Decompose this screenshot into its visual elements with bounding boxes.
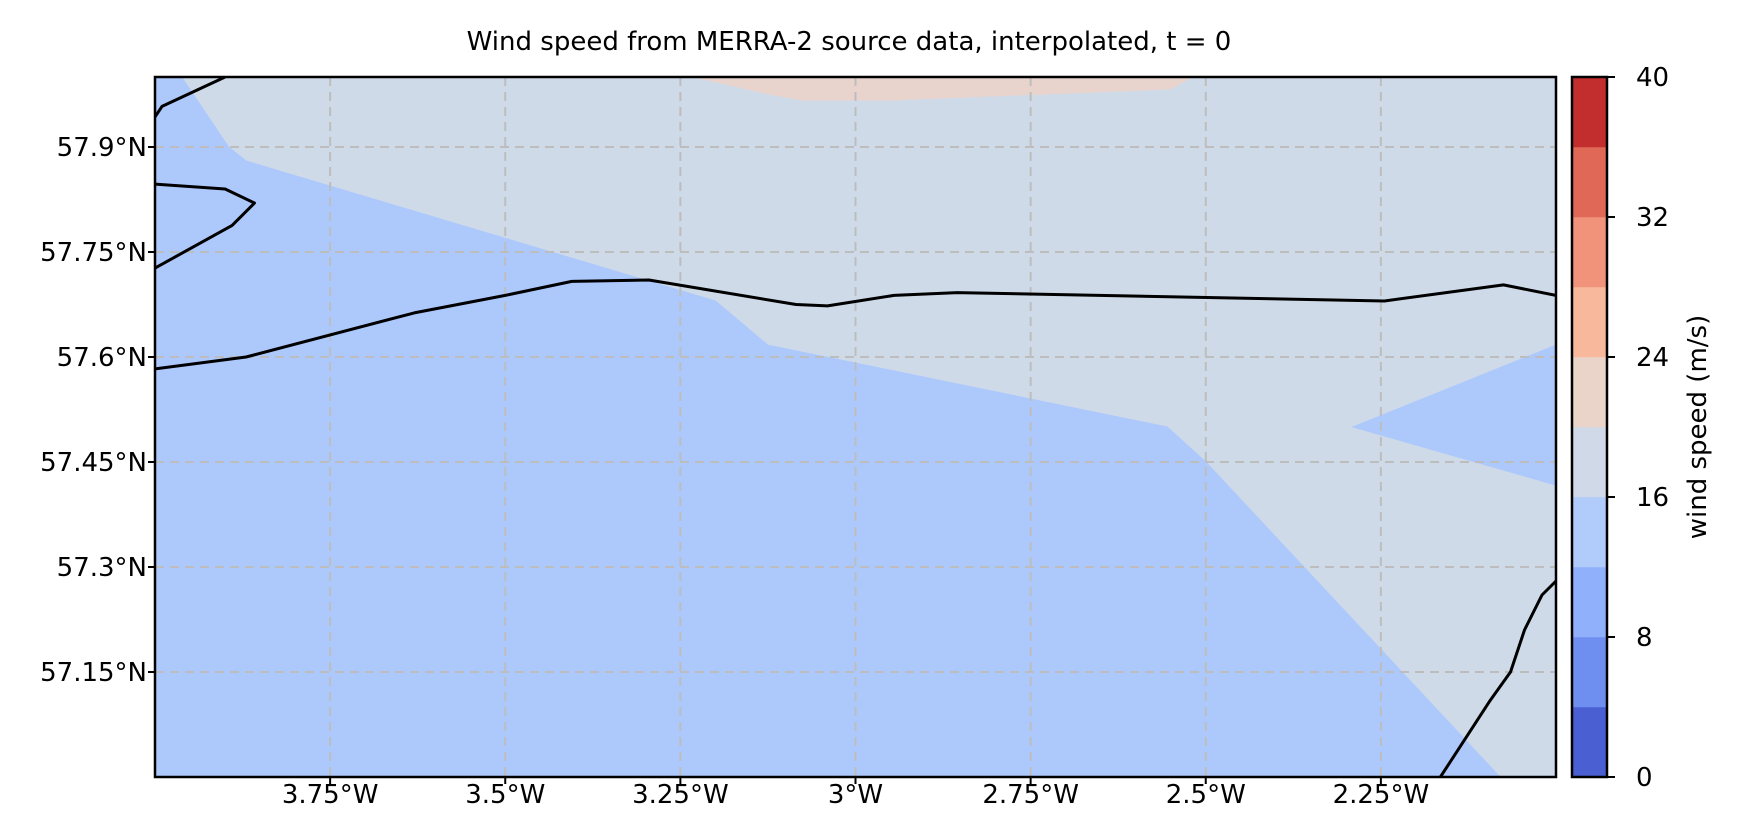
colorbar-tick-label-2: 16 — [1636, 483, 1669, 513]
grid-lines — [155, 77, 1556, 777]
y-tick-label-3: 57.6°N — [57, 343, 147, 373]
colorbar-tick-label-5: 40 — [1636, 63, 1669, 93]
colorbar-tick-label-3: 24 — [1636, 343, 1669, 373]
colorbar-tick-label-1: 8 — [1636, 623, 1653, 653]
y-tick-label-5: 57.9°N — [57, 133, 147, 163]
colorbar-band-2 — [1571, 566, 1608, 638]
y-tick-label-4: 57.75°N — [40, 238, 147, 268]
colorbar-band-3 — [1571, 496, 1608, 568]
coastlines — [155, 77, 1556, 777]
coastline-2 — [155, 77, 226, 118]
y-tick-label-2: 57.45°N — [40, 448, 147, 478]
chart-title: Wind speed from MERRA-2 source data, int… — [467, 27, 1232, 57]
colorbar-band-1 — [1571, 636, 1608, 708]
y-tick-label-1: 57.3°N — [57, 553, 147, 583]
x-tick-label-3: 3°W — [828, 780, 883, 810]
x-tick-label-4: 2.75°W — [982, 780, 1079, 810]
colorbar-band-7 — [1571, 216, 1608, 288]
map-plot-area — [155, 77, 1556, 777]
colorbar-band-6 — [1571, 286, 1608, 358]
x-tick-label-0: 3.75°W — [282, 780, 379, 810]
wind-region-2 — [694, 77, 1193, 101]
x-tick-label-1: 3.5°W — [465, 780, 545, 810]
coastline-0 — [155, 278, 1556, 371]
colorbar-band-8 — [1571, 146, 1608, 218]
x-axis-ticks: 3.75°W 3.5°W 3.25°W 3°W 2.75°W 2.5°W 2.25°W — [282, 777, 1429, 810]
x-tick-label-2: 3.25°W — [632, 780, 729, 810]
colorbar-band-5 — [1571, 356, 1608, 428]
x-tick-label-6: 2.25°W — [1333, 780, 1430, 810]
colorbar — [1570, 75, 1609, 779]
colorbar-band-0 — [1571, 706, 1608, 778]
coastline-3 — [1439, 579, 1556, 777]
colorbar-band-4 — [1571, 426, 1608, 498]
wind-region-1 — [1351, 344, 1556, 486]
colorbar-band-9 — [1571, 76, 1608, 148]
colorbar-tick-label-0: 0 — [1636, 763, 1653, 793]
colorbar-frame — [1570, 75, 1609, 779]
y-axis-ticks: 57.15°N 57.3°N 57.45°N 57.6°N 57.75°N 57.9°N — [40, 133, 155, 688]
colorbar-ticks: 0 8 16 24 32 40 — [1607, 63, 1669, 793]
coastline-1 — [155, 182, 256, 270]
y-tick-label-0: 57.15°N — [40, 658, 147, 688]
colorbar-tick-label-4: 32 — [1636, 203, 1669, 233]
x-tick-label-5: 2.5°W — [1166, 780, 1246, 810]
colorbar-label: wind speed (m/s) — [1683, 315, 1713, 539]
